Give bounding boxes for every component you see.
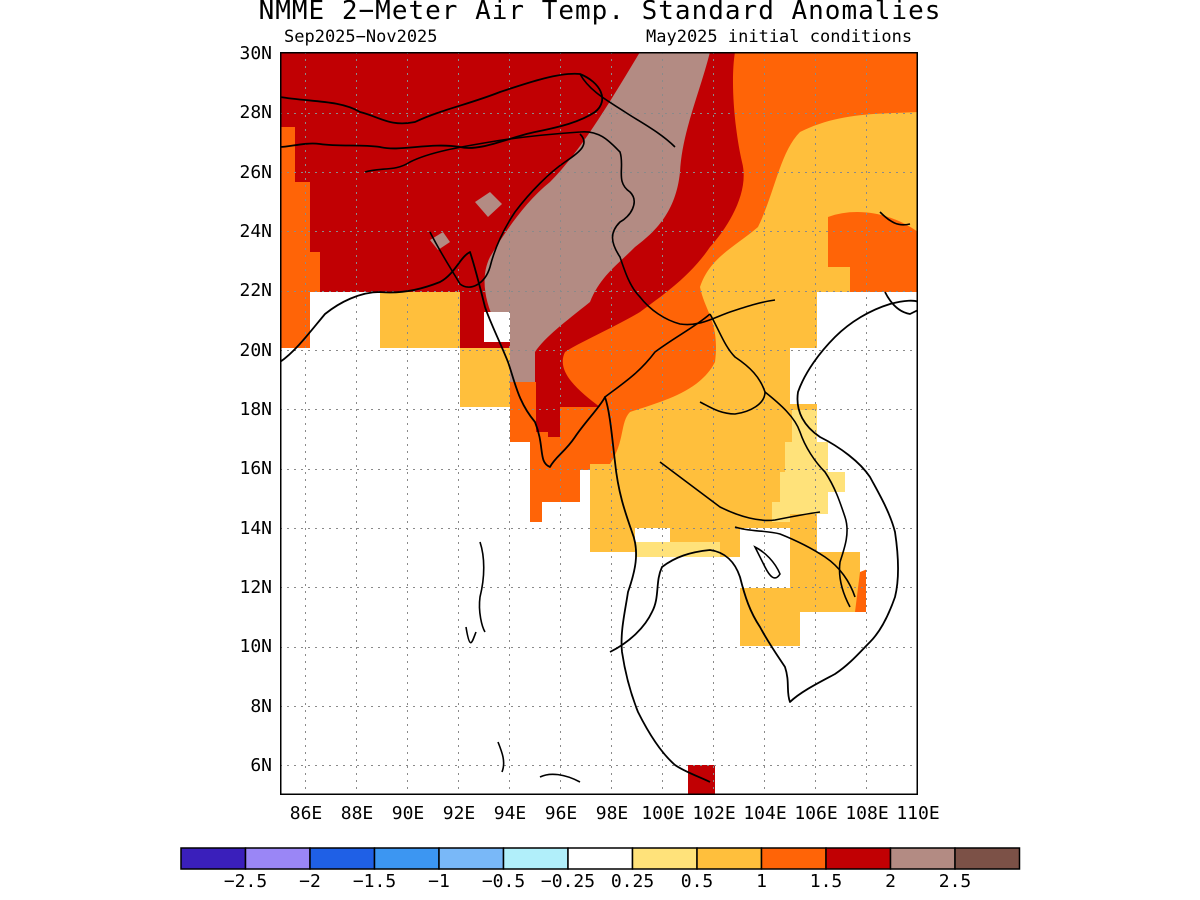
lat-label: 26N (239, 162, 272, 183)
lat-label: 6N (250, 755, 272, 776)
colorbar-swatch (244, 847, 311, 870)
lat-label: 18N (239, 399, 272, 420)
lon-label: 94E (493, 803, 527, 824)
colorbar-swatch (373, 847, 440, 870)
fill-brown (475, 192, 502, 217)
lat-label: 22N (239, 280, 272, 301)
colorbar-swatch (180, 847, 247, 870)
colorbar-label: −0.5 (481, 871, 526, 892)
colorbar-label: 1.5 (809, 871, 843, 892)
lon-label: 86E (289, 803, 323, 824)
lat-label: 12N (239, 577, 272, 598)
lat-label: 14N (239, 518, 272, 539)
anomaly-map (280, 52, 918, 795)
colorbar-label: −1.5 (352, 871, 397, 892)
lon-label: 96E (544, 803, 578, 824)
fill-red (688, 765, 715, 795)
lat-label: 30N (239, 43, 272, 64)
anomaly-fill (280, 52, 918, 795)
colorbar-label: 0.5 (680, 871, 714, 892)
lon-label: 92E (442, 803, 476, 824)
forecast-period: Sep2025−Nov2025 (284, 27, 438, 47)
lat-label: 8N (250, 696, 272, 717)
colorbar-swatch (954, 847, 1021, 870)
lon-label: 106E (794, 803, 838, 824)
fill-dark-orange (828, 212, 918, 292)
colorbar-label: −2.5 (223, 871, 268, 892)
coastlines (280, 72, 918, 783)
lon-label: 100E (641, 803, 685, 824)
lat-label: 20N (239, 340, 272, 361)
colorbar-swatch (502, 847, 569, 870)
colorbar-label: 2.5 (938, 871, 972, 892)
fill-light-orange (772, 410, 845, 522)
lon-label: 102E (692, 803, 736, 824)
initial-conditions: May2025 initial conditions (646, 27, 913, 47)
colorbar-swatch (438, 847, 505, 870)
lon-label: 104E (743, 803, 787, 824)
colorbar-swatch (309, 847, 376, 870)
colorbar-swatch (760, 847, 827, 870)
colorbar-swatch (696, 847, 763, 870)
colorbar-swatch (567, 847, 634, 870)
lon-label: 108E (845, 803, 889, 824)
colorbar-boxes (180, 847, 1021, 870)
fill-brown (430, 232, 450, 250)
fill-none (280, 348, 310, 358)
map-title: NMME 2−Meter Air Temp. Standard Anomalie… (258, 0, 942, 26)
colorbar-label: 2 (885, 871, 896, 892)
lon-label: 88E (340, 803, 374, 824)
colorbar-swatch (825, 847, 892, 870)
map-frame (280, 52, 918, 795)
lat-label: 28N (239, 102, 272, 123)
lon-label: 110E (896, 803, 940, 824)
lon-label: 98E (595, 803, 629, 824)
gridlines (280, 52, 918, 795)
fill-light-orange (635, 542, 720, 557)
colorbar (180, 847, 1021, 870)
islands (465, 541, 781, 783)
colorbar-swatch (631, 847, 698, 870)
colorbar-label: 1 (756, 871, 767, 892)
lat-label: 24N (239, 221, 272, 242)
lat-label: 16N (239, 458, 272, 479)
lat-label: 10N (239, 636, 272, 657)
colorbar-label: −0.25 (540, 871, 596, 892)
colorbar-swatch (889, 847, 956, 870)
fill-brown (484, 52, 710, 382)
fill-none (866, 522, 918, 732)
lon-label: 90E (391, 803, 425, 824)
country-borders (364, 73, 911, 608)
colorbar-label: −2 (299, 871, 321, 892)
colorbar-label: 0.25 (610, 871, 655, 892)
colorbar-label: −1 (428, 871, 450, 892)
